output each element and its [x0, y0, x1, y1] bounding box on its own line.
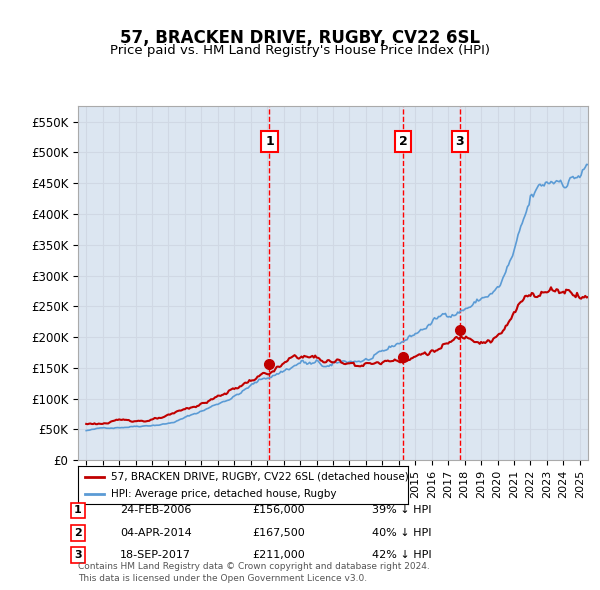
- Text: Price paid vs. HM Land Registry's House Price Index (HPI): Price paid vs. HM Land Registry's House …: [110, 44, 490, 57]
- Text: 39% ↓ HPI: 39% ↓ HPI: [372, 506, 431, 515]
- Text: HPI: Average price, detached house, Rugby: HPI: Average price, detached house, Rugb…: [111, 489, 337, 499]
- Text: 42% ↓ HPI: 42% ↓ HPI: [372, 550, 431, 560]
- Text: 1: 1: [74, 506, 82, 515]
- Text: £211,000: £211,000: [252, 550, 305, 560]
- Text: Contains HM Land Registry data © Crown copyright and database right 2024.
This d: Contains HM Land Registry data © Crown c…: [78, 562, 430, 583]
- Text: 04-APR-2014: 04-APR-2014: [120, 528, 192, 537]
- Text: 57, BRACKEN DRIVE, RUGBY, CV22 6SL (detached house): 57, BRACKEN DRIVE, RUGBY, CV22 6SL (deta…: [111, 472, 409, 482]
- Text: £156,000: £156,000: [252, 506, 305, 515]
- Text: 40% ↓ HPI: 40% ↓ HPI: [372, 528, 431, 537]
- Text: 1: 1: [265, 135, 274, 148]
- Text: 18-SEP-2017: 18-SEP-2017: [120, 550, 191, 560]
- Text: 3: 3: [455, 135, 464, 148]
- Text: £167,500: £167,500: [252, 528, 305, 537]
- Text: 3: 3: [74, 550, 82, 560]
- Text: 2: 2: [74, 528, 82, 537]
- Text: 57, BRACKEN DRIVE, RUGBY, CV22 6SL: 57, BRACKEN DRIVE, RUGBY, CV22 6SL: [120, 30, 480, 47]
- Text: 2: 2: [398, 135, 407, 148]
- Text: 24-FEB-2006: 24-FEB-2006: [120, 506, 191, 515]
